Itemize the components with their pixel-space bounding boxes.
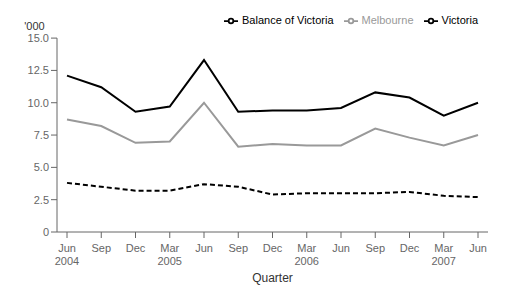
svg-text:Dec: Dec <box>400 242 420 254</box>
svg-text:2.5: 2.5 <box>34 194 49 206</box>
svg-text:Jun: Jun <box>195 242 213 254</box>
svg-text:0: 0 <box>43 226 49 238</box>
html-text:Victoria: Victoria <box>441 14 478 26</box>
svg-text:Mar2007: Mar2007 <box>432 242 456 267</box>
svg-text:12.5: 12.5 <box>28 64 49 76</box>
svg-text:'000: '000 <box>24 20 44 32</box>
svg-text:Mar2005: Mar2005 <box>158 242 182 267</box>
svg-text:Jun: Jun <box>332 242 350 254</box>
html-text:Balance of Victoria: Balance of Victoria <box>242 14 334 26</box>
svg-text:Mar2006: Mar2006 <box>295 242 319 267</box>
html-text:Melbourne: Melbourne <box>361 14 414 26</box>
svg-text:Sep: Sep <box>365 242 385 254</box>
svg-text:15.0: 15.0 <box>28 32 49 44</box>
svg-text:Quarter: Quarter <box>252 271 293 285</box>
svg-text:Dec: Dec <box>263 242 283 254</box>
svg-text:10.0: 10.0 <box>28 97 49 109</box>
svg-text:Jun2004: Jun2004 <box>55 242 79 267</box>
svg-text:7.5: 7.5 <box>34 129 49 141</box>
svg-text:Sep: Sep <box>91 242 111 254</box>
svg-text:5.0: 5.0 <box>34 161 49 173</box>
svg-text:Dec: Dec <box>126 242 146 254</box>
svg-text:Jun: Jun <box>469 242 487 254</box>
svg-text:Sep: Sep <box>228 242 248 254</box>
